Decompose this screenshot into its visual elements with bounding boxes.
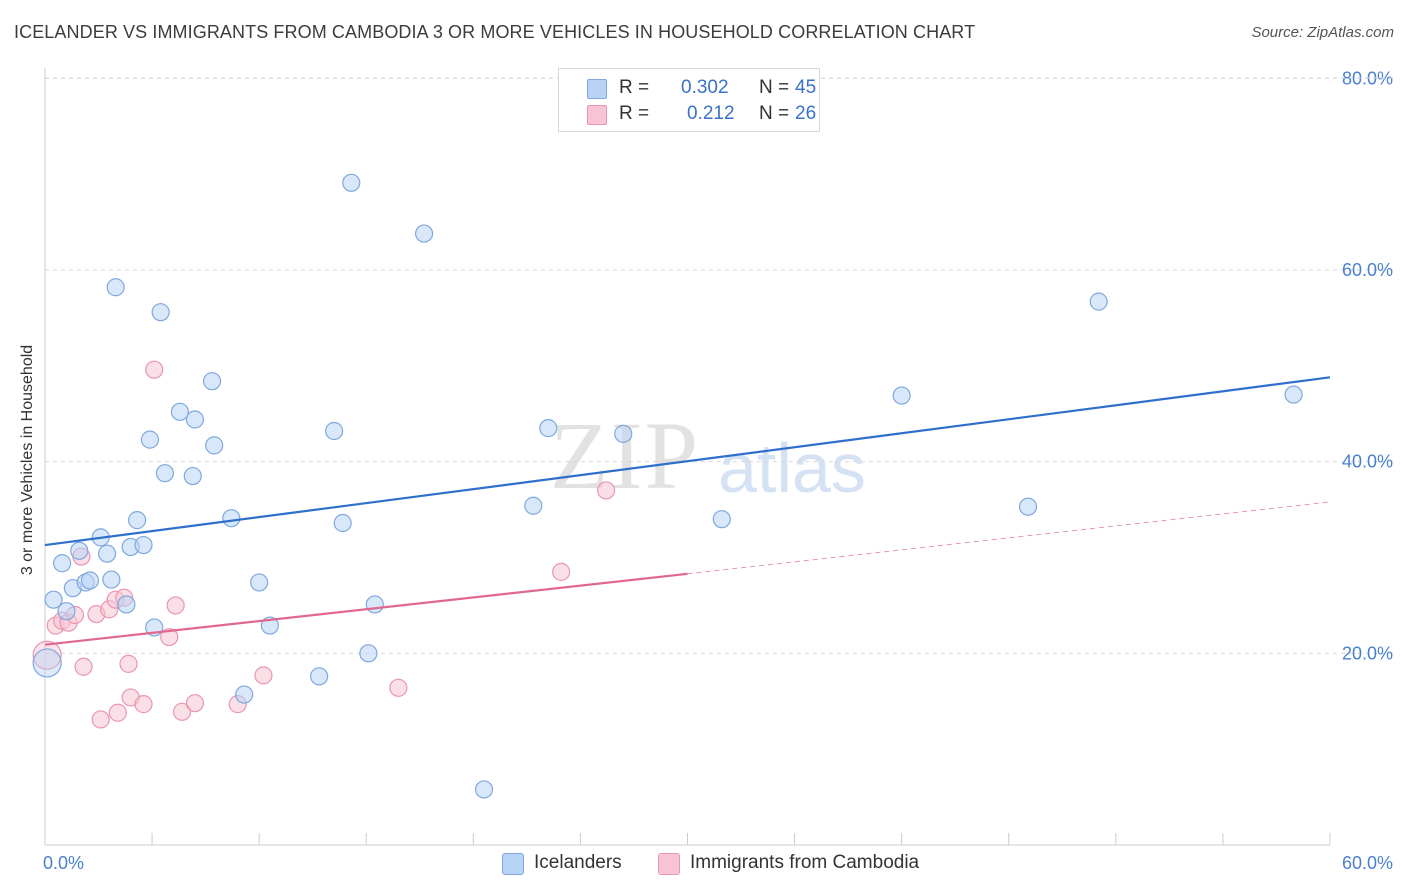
icelander-point	[365, 595, 384, 614]
x-tick-label: 0.0%	[43, 853, 84, 873]
icelander-point	[325, 421, 344, 441]
icelander-point	[102, 570, 121, 589]
legend-swatch-pink	[587, 105, 607, 125]
icelander-point	[170, 402, 190, 421]
x-tick-label: 60.0%	[1342, 853, 1393, 873]
icelander-point	[185, 410, 205, 429]
series-legend: Icelanders Immigrants from Cambodia	[0, 852, 1406, 878]
icelander-point	[57, 602, 76, 621]
icelander-point	[539, 419, 558, 438]
cambodia-point	[160, 627, 179, 647]
icelander-point	[202, 372, 222, 391]
legend-n-value: 45	[795, 77, 817, 98]
icelander-point	[117, 595, 136, 614]
cambodia-point	[32, 640, 62, 670]
cambodia-point	[597, 481, 616, 500]
watermark-zip: ZIP	[550, 402, 700, 509]
icelander-point	[310, 667, 329, 686]
cambodia-point	[134, 695, 153, 714]
icelander-point	[414, 224, 434, 243]
cambodia-point	[254, 666, 273, 685]
icelander-point	[1018, 497, 1038, 516]
y-tick-label: 20.0%	[1342, 643, 1393, 663]
cambodia-point	[108, 703, 127, 722]
series-label: Immigrants from Cambodia	[690, 852, 920, 873]
cambodia-point	[185, 694, 205, 713]
legend-r-value: 0.302	[681, 77, 729, 98]
y-tick-label: 60.0%	[1342, 260, 1393, 280]
icelander-point	[140, 430, 160, 449]
cambodia-point	[91, 710, 110, 729]
icelander-point	[155, 464, 175, 483]
cambodia-point	[552, 562, 571, 581]
cambodia-point	[119, 654, 138, 673]
icelander-point	[106, 278, 125, 297]
icelander-point	[892, 386, 911, 405]
cambodia-point	[389, 678, 408, 697]
cambodia-point	[145, 360, 164, 379]
icelander-point	[44, 590, 63, 609]
series-swatch-pink	[658, 853, 680, 875]
cambodia-trendline	[44, 572, 688, 646]
icelander-point	[712, 510, 731, 529]
legend-n-label: N =	[759, 77, 790, 98]
icelander-point	[53, 554, 72, 573]
icelander-point	[70, 541, 89, 560]
y-tick-label: 40.0%	[1342, 452, 1393, 472]
legend-r-label: R =	[619, 77, 650, 98]
legend-r-label: R =	[619, 103, 650, 124]
icelander-point	[235, 685, 254, 704]
cambodia-point	[74, 657, 93, 676]
legend-n-value: 26	[795, 103, 817, 124]
icelander-point	[1284, 385, 1303, 404]
legend-swatch-blue	[587, 79, 607, 99]
chart-title: ICELANDER VS IMMIGRANTS FROM CAMBODIA 3 …	[14, 22, 976, 42]
correlation-legend: R = 0.302 N = 45 R = 0.212 N = 26	[558, 68, 820, 132]
icelander-point	[250, 573, 269, 592]
source-label: Source: ZipAtlas.com	[1251, 24, 1394, 41]
icelander-point	[222, 509, 241, 528]
icelander-point	[151, 303, 170, 322]
icelander-point	[80, 571, 100, 590]
icelander-point	[614, 424, 633, 443]
icelander-point	[359, 644, 378, 663]
legend-r-value: 0.212	[687, 103, 735, 124]
icelander-point	[342, 173, 361, 192]
icelander-point	[1089, 292, 1108, 311]
legend-n-label: N =	[759, 103, 790, 124]
cambodia-trendline-extension	[687, 501, 1331, 575]
icelander-point	[183, 466, 202, 486]
icelander-point	[127, 511, 147, 530]
icelander-point	[474, 780, 494, 799]
icelander-trendline	[44, 376, 1331, 547]
icelander-point	[134, 535, 153, 555]
icelander-point	[98, 544, 117, 563]
series-label: Icelanders	[534, 852, 622, 873]
icelander-point	[524, 496, 543, 515]
icelander-point	[333, 513, 352, 533]
cambodia-point	[172, 702, 192, 721]
series-swatch-blue	[502, 853, 524, 875]
icelander-point	[32, 648, 62, 678]
icelander-point	[205, 436, 224, 455]
cambodia-point	[166, 596, 185, 615]
